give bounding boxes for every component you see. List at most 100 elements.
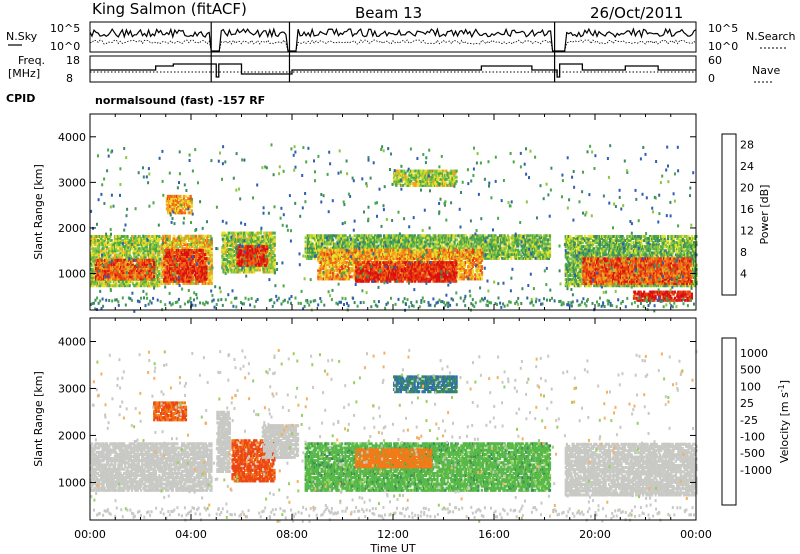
- data-cell: [100, 239, 103, 243]
- data-cell: [246, 251, 249, 255]
- data-cell: [178, 245, 182, 248]
- data-cell: [484, 256, 487, 260]
- data-cell: [203, 255, 206, 258]
- data-cell: [258, 268, 261, 272]
- data-cell: [123, 249, 126, 253]
- data-cell: [232, 264, 235, 268]
- data-cell: [93, 278, 96, 282]
- data-cell: [425, 240, 428, 244]
- data-cell: [148, 277, 151, 281]
- data-cell: [479, 242, 482, 246]
- data-cell: [379, 236, 382, 240]
- data-cell: [202, 281, 205, 285]
- nsky-panel: [89, 21, 697, 53]
- data-cell: [157, 251, 160, 255]
- data-cell: [97, 267, 100, 271]
- data-cell: [183, 250, 186, 254]
- data-cell: [145, 282, 148, 286]
- data-cell: [239, 263, 243, 267]
- data-cell: [193, 273, 197, 277]
- data-cell: [270, 254, 273, 258]
- data-cell: [173, 255, 176, 258]
- data-cell: [196, 269, 199, 273]
- data-cell: [429, 242, 432, 246]
- data-cell: [131, 261, 134, 264]
- data-cell: [180, 265, 183, 269]
- data-cell: [323, 234, 327, 238]
- data-cell: [456, 254, 460, 258]
- data-cell: [145, 253, 148, 257]
- data-cell: [192, 269, 195, 273]
- data-cell: [228, 252, 231, 256]
- data-cell: [237, 237, 240, 241]
- data-cell: [94, 241, 97, 245]
- data-cell: [229, 262, 232, 266]
- data-cell: [461, 234, 464, 238]
- data-cell: [327, 236, 330, 240]
- data-cell: [175, 277, 178, 281]
- data-cell: [326, 244, 329, 248]
- data-cell: [153, 245, 156, 249]
- data-cell: [120, 269, 123, 273]
- data-cell: [110, 239, 113, 243]
- data-cell: [187, 201, 190, 204]
- data-cell: [173, 234, 176, 238]
- data-cell: [125, 241, 128, 245]
- data-cell: [256, 249, 260, 253]
- data-cell: [426, 234, 429, 238]
- data-cell: [179, 275, 182, 279]
- data-cell: [169, 211, 172, 215]
- data-cell: [366, 240, 369, 244]
- data-cell: [200, 257, 203, 261]
- data-cell: [252, 259, 255, 263]
- data-cell: [223, 231, 226, 235]
- data-cell: [208, 267, 211, 271]
- data-cell: [154, 263, 157, 267]
- data-cell: [138, 263, 141, 266]
- data-cell: [498, 250, 502, 254]
- data-cell: [188, 207, 191, 211]
- data-cell: [126, 235, 129, 238]
- data-cell: [120, 275, 123, 279]
- data-cell: [476, 242, 479, 246]
- data-cell: [240, 233, 243, 237]
- data-cell: [256, 231, 259, 235]
- data-cell: [150, 271, 153, 275]
- data-cell: [92, 251, 95, 255]
- data-cell: [116, 273, 119, 277]
- data-cell: [245, 259, 248, 263]
- data-cell: [367, 234, 370, 238]
- data-cell: [448, 244, 452, 248]
- data-cell: [250, 257, 253, 261]
- data-cell: [125, 257, 128, 261]
- data-cell: [161, 243, 164, 246]
- data-cell: [201, 257, 205, 261]
- data-cell: [200, 250, 203, 254]
- data-cell: [150, 269, 153, 273]
- data-cell: [354, 240, 357, 244]
- data-cell: [200, 269, 203, 273]
- data-cell: [104, 249, 107, 253]
- data-cell: [132, 267, 135, 271]
- data-cell: [242, 266, 246, 270]
- data-cell: [236, 255, 239, 259]
- data-cell: [171, 194, 174, 198]
- data-cell: [395, 246, 398, 250]
- data-cell: [222, 245, 225, 249]
- data-cell: [498, 234, 502, 238]
- data-cell: [167, 243, 170, 246]
- data-cell: [228, 248, 231, 251]
- data-cell: [363, 246, 366, 250]
- data-cell: [191, 265, 194, 269]
- data-cell: [133, 269, 136, 273]
- data-cell: [166, 248, 169, 252]
- data-cell: [328, 240, 331, 244]
- data-cell: [92, 247, 95, 251]
- data-cell: [186, 203, 189, 207]
- data-cell: [178, 250, 181, 254]
- data-cell: [166, 265, 169, 269]
- data-cell: [208, 243, 211, 246]
- data-cell: [206, 240, 209, 244]
- data-cell: [146, 280, 149, 284]
